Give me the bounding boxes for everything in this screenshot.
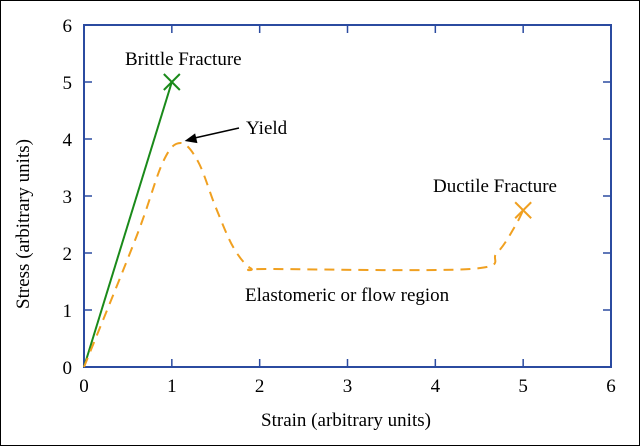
x-ticks: 0 1 2 3 4 5 6: [79, 25, 616, 397]
x-tick-label: 3: [343, 376, 353, 397]
yield-arrow-head: [184, 133, 198, 144]
annotation-yield: Yield: [246, 118, 288, 139]
y-tick-label: 2: [63, 244, 73, 265]
y-ticks: 0 1 2 3 4 5 6: [63, 16, 611, 379]
x-tick-label: 1: [167, 376, 177, 397]
yield-arrow: [184, 127, 240, 144]
annotation-flow: Elastomeric or flow region: [245, 285, 450, 306]
y-tick-label: 5: [63, 73, 73, 94]
y-tick-label: 0: [63, 358, 73, 379]
annotation-brittle: Brittle Fracture: [125, 49, 242, 70]
series-layer: [83, 81, 525, 368]
brittle-series-line: [83, 81, 173, 368]
y-axis-title: Stress (arbitrary units): [13, 139, 34, 309]
x-tick-label: 4: [431, 376, 441, 397]
annotation-ductile: Ductile Fracture: [433, 176, 557, 197]
x-tick-label: 0: [79, 376, 89, 397]
x-axis-title: Strain (arbitrary units): [261, 410, 431, 431]
yield-arrow-shaft: [194, 127, 240, 139]
y-tick-label: 3: [63, 187, 73, 208]
x-tick-label: 2: [255, 376, 265, 397]
x-tick-label: 5: [518, 376, 528, 397]
marker-layer: [163, 73, 532, 219]
y-tick-label: 6: [63, 16, 73, 37]
y-tick-label: 4: [63, 130, 73, 151]
ductile-fracture-marker: [514, 201, 532, 219]
y-tick-label: 1: [63, 301, 73, 322]
brittle-fracture-marker: [163, 73, 181, 91]
x-tick-label: 6: [606, 376, 616, 397]
ductile-series-line: [83, 141, 525, 368]
